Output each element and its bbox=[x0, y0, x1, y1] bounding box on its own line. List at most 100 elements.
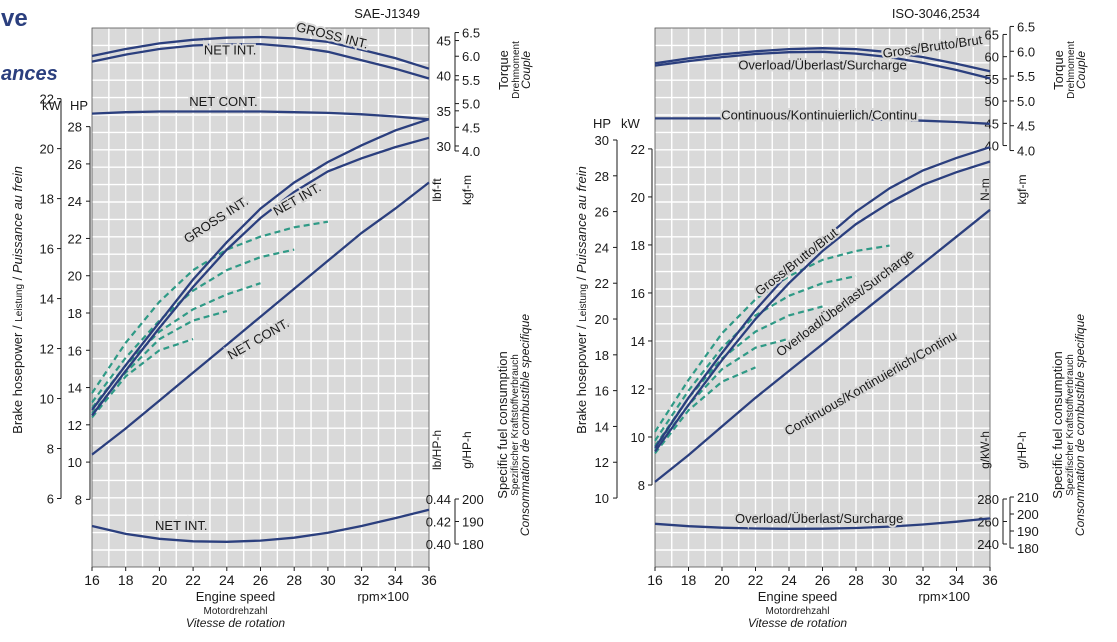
fuel-secondary-tick-label: 190 bbox=[1017, 524, 1039, 539]
power-curve bbox=[91, 181, 430, 456]
torque-primary-unit: lbf-ft bbox=[430, 178, 444, 202]
fuel-secondary-tick-label: 180 bbox=[1017, 541, 1039, 556]
fuel-title-en: Specific fuel consumption bbox=[1050, 351, 1065, 498]
hp-tick-label: 24 bbox=[68, 194, 82, 209]
hp-tick-label: 10 bbox=[68, 455, 82, 470]
torque-secondary-tick-label: 6.0 bbox=[462, 49, 480, 64]
fuel-title-de: Spezifischer Kraftstoffverbrauch bbox=[1065, 354, 1076, 496]
power-axis-title: Brake hosepower / Leistung / Puissance a… bbox=[10, 166, 25, 434]
kw-tick-label: 8 bbox=[47, 442, 54, 457]
page-title-fragment: ve bbox=[1, 5, 28, 32]
x-tick-label: 20 bbox=[152, 572, 168, 588]
torque-primary-tick-label: 30 bbox=[437, 139, 451, 154]
power-axis-title-sep: / bbox=[574, 273, 589, 284]
fuel-primary-tick-label: 280 bbox=[977, 492, 999, 507]
x-axis-unit: rpm×100 bbox=[357, 589, 409, 604]
hp-tick-label: 10 bbox=[595, 491, 609, 506]
fuel-primary-tick-label: 0.44 bbox=[426, 492, 451, 507]
torque-secondary-tick-label: 5.0 bbox=[462, 97, 480, 112]
torque-secondary-tick-label: 4.5 bbox=[462, 120, 480, 135]
standard-label: SAE-J1349 bbox=[354, 6, 420, 21]
power-axis-title: Brake hosepower / Leistung / Puissance a… bbox=[574, 166, 589, 434]
x-tick-label: 22 bbox=[748, 572, 764, 588]
kw-tick-label: 12 bbox=[40, 342, 54, 357]
fuel-curve bbox=[654, 517, 991, 530]
torque-curve bbox=[654, 47, 991, 73]
torque-secondary-tick-label: 6.5 bbox=[1017, 19, 1035, 34]
sae-j1349-chart: 16 18 20 22 24 26 28 30 32 34 36 Engine speed Motord… bbox=[10, 6, 533, 630]
torque-secondary-tick-label: 5.5 bbox=[1017, 69, 1035, 84]
power-curve bbox=[91, 118, 430, 411]
x-axis-title-fr: Vitesse de rotation bbox=[186, 616, 286, 630]
fuel-primary-tick-label: 0.40 bbox=[426, 537, 451, 552]
hp-tick-label: 8 bbox=[75, 492, 82, 507]
hp-tick-label: 18 bbox=[595, 348, 609, 363]
torque-title-en: Torque bbox=[496, 50, 511, 90]
page-subtitle-fragment: ances bbox=[1, 63, 58, 85]
x-axis-title: Engine speed bbox=[758, 589, 838, 604]
curve-label: Overload/Überlast/Surcharge bbox=[735, 511, 903, 526]
power-axis-title-en: Brake hosepower / bbox=[574, 322, 589, 434]
x-tick-label: 18 bbox=[681, 572, 697, 588]
x-axis-title-fr: Vitesse de rotation bbox=[748, 616, 848, 630]
power-curve bbox=[654, 160, 991, 453]
torque-primary-tick-label: 45 bbox=[437, 34, 451, 49]
torque-secondary-tick-label: 5.5 bbox=[462, 73, 480, 88]
fuel-primary-unit: lb/HP-h bbox=[430, 430, 444, 470]
hp-tick-label: 20 bbox=[68, 269, 82, 284]
torque-curve bbox=[654, 50, 991, 80]
x-tick-label: 18 bbox=[118, 572, 134, 588]
hp-tick-label: 26 bbox=[68, 157, 82, 172]
torque-secondary-unit: kgf-m bbox=[1015, 175, 1029, 205]
power-axis-title-de: Leistung bbox=[578, 284, 589, 322]
kw-unit: kW bbox=[621, 116, 641, 131]
hp-tick-label: 12 bbox=[68, 418, 82, 433]
kw-tick-label: 20 bbox=[40, 142, 54, 157]
torque-primary-tick-label: 50 bbox=[985, 94, 999, 109]
torque-curve bbox=[91, 42, 430, 80]
power-axis-title-sep: / bbox=[10, 273, 25, 284]
torque-secondary-tick-label: 4.5 bbox=[1017, 119, 1035, 134]
hp-tick-label: 26 bbox=[595, 205, 609, 220]
power-axis-title-fr: Puissance au frein bbox=[10, 166, 25, 273]
power-axis-title-fr: Puissance au frein bbox=[574, 166, 589, 273]
torque-curve bbox=[91, 35, 430, 70]
curve-label: NET CONT. bbox=[189, 94, 257, 109]
x-tick-label: 16 bbox=[647, 572, 663, 588]
x-tick-label: 20 bbox=[714, 572, 730, 588]
hp-tick-label: 22 bbox=[68, 231, 82, 246]
torque-primary-tick-label: 40 bbox=[437, 69, 451, 84]
kw-tick-label: 22 bbox=[40, 92, 54, 107]
torque-secondary-tick-label: 6.5 bbox=[462, 26, 480, 41]
x-tick-label: 36 bbox=[421, 572, 437, 588]
x-tick-label: 30 bbox=[882, 572, 898, 588]
kw-tick-label: 16 bbox=[40, 242, 54, 257]
torque-primary-tick-label: 55 bbox=[985, 72, 999, 87]
partial-load-curve bbox=[91, 338, 194, 419]
kw-tick-label: 8 bbox=[638, 478, 645, 493]
x-tick-label: 28 bbox=[286, 572, 302, 588]
kw-tick-label: 22 bbox=[631, 142, 645, 157]
partial-load-curve bbox=[91, 220, 329, 394]
hp-tick-label: 28 bbox=[595, 169, 609, 184]
kw-tick-label: 18 bbox=[631, 238, 645, 253]
hp-tick-label: 16 bbox=[68, 343, 82, 358]
curve-label: Overload/Überlast/Surcharge bbox=[738, 58, 906, 73]
fuel-primary-tick-label: 240 bbox=[977, 537, 999, 552]
hp-tick-label: 28 bbox=[68, 120, 82, 135]
torque-primary-tick-label: 65 bbox=[985, 27, 999, 42]
x-axis-title-de: Motordrehzahl bbox=[766, 606, 830, 617]
standard-label: ISO-3046,2534 bbox=[892, 6, 980, 21]
x-tick-label: 26 bbox=[253, 572, 269, 588]
torque-secondary-tick-label: 4.0 bbox=[462, 144, 480, 159]
power-curve bbox=[654, 208, 991, 483]
iso-3046-chart: 16 18 20 22 24 26 28 30 32 34 36 Engine speed Motord… bbox=[574, 6, 1088, 630]
torque-primary-tick-label: 35 bbox=[437, 104, 451, 119]
x-tick-label: 32 bbox=[915, 572, 931, 588]
power-curve bbox=[654, 146, 991, 449]
partial-load-curve bbox=[654, 244, 890, 433]
kw-tick-label: 20 bbox=[631, 190, 645, 205]
hp-tick-label: 12 bbox=[595, 455, 609, 470]
torque-curve bbox=[91, 110, 430, 121]
